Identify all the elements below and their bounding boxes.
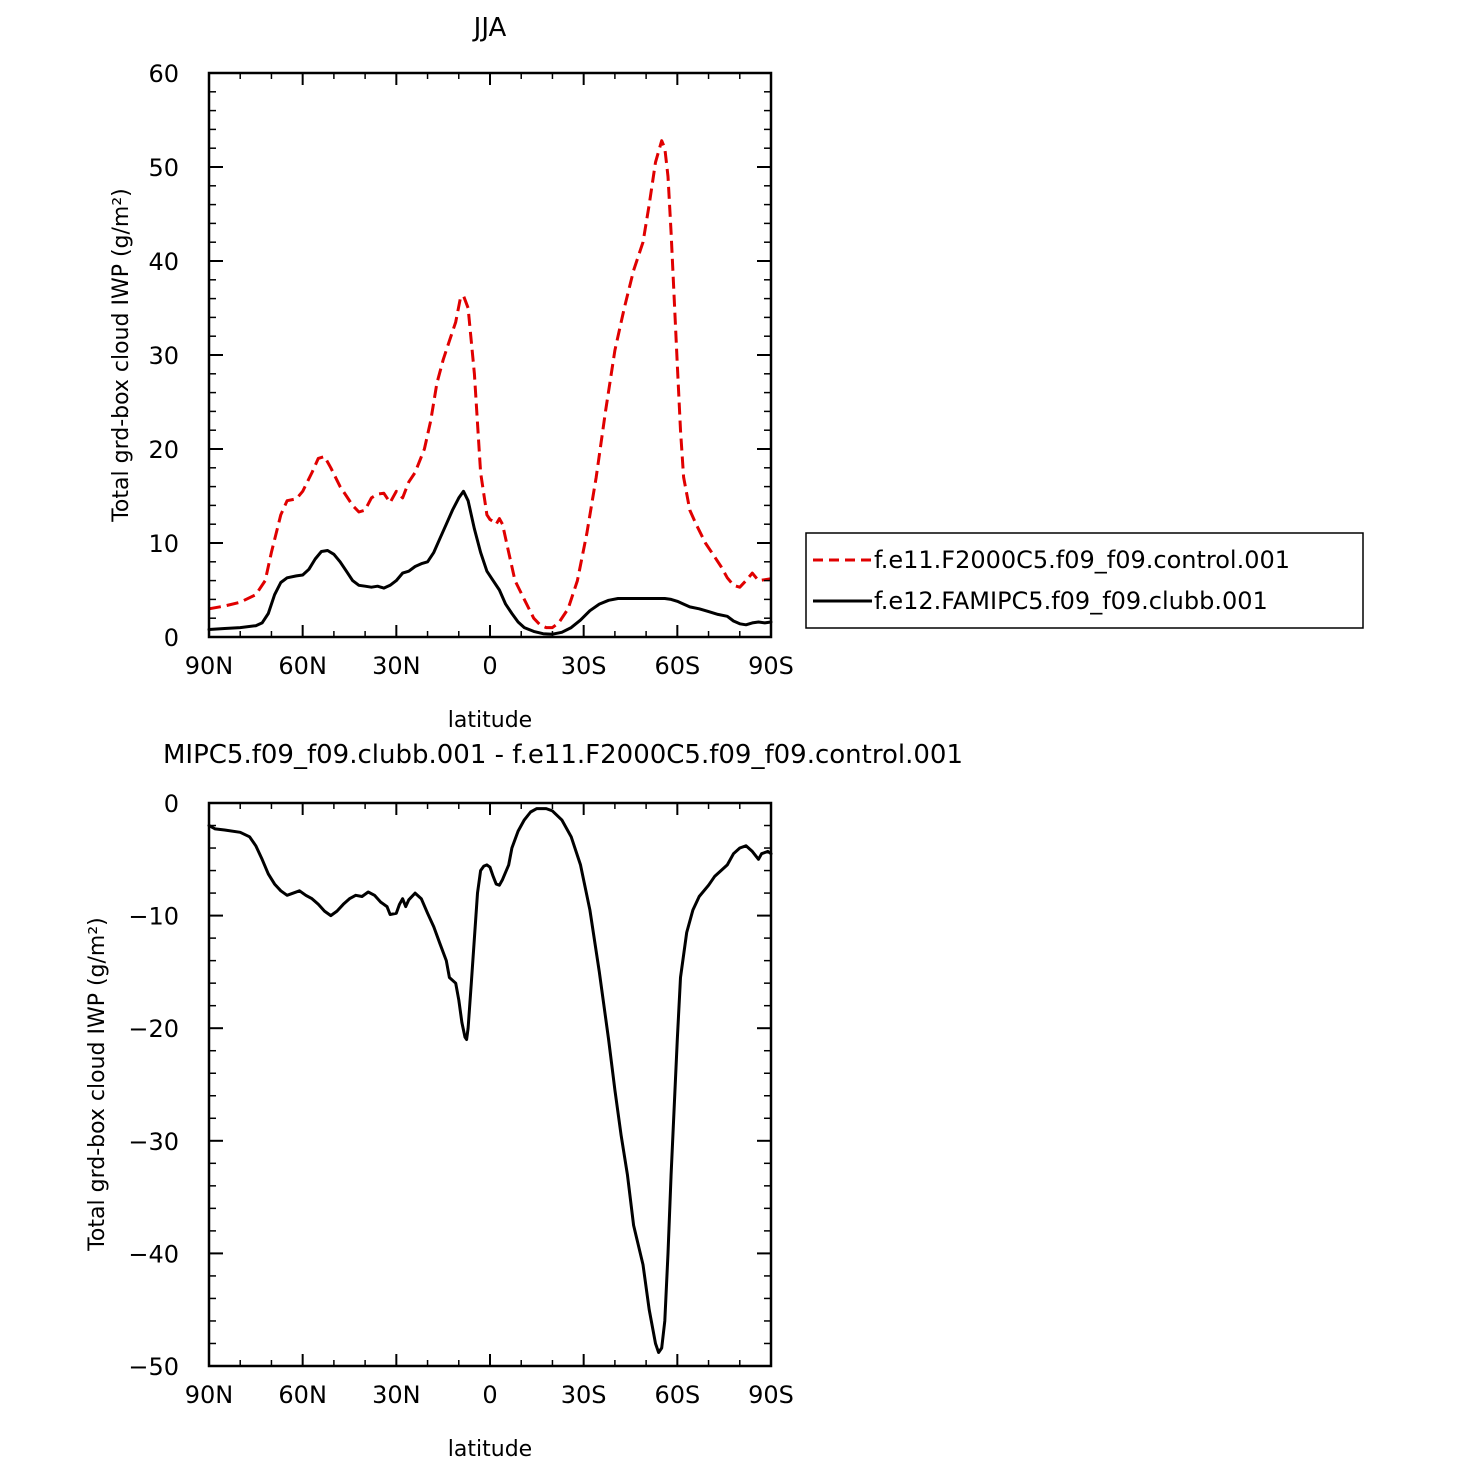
bottom-x-tick-label: 0 <box>482 1381 497 1409</box>
top-y-tick-label: 0 <box>164 624 179 652</box>
top-x-tick-label: 30N <box>372 652 421 680</box>
top-series-line-1 <box>207 489 773 636</box>
top-series-layer <box>207 139 773 636</box>
bottom-y-tick-label: −20 <box>128 1015 179 1043</box>
top-x-axis-title: latitude <box>448 708 532 733</box>
top-x-tick-label: 60S <box>654 652 700 680</box>
bottom-y-tick-label: −30 <box>128 1128 179 1156</box>
bottom-plot-frame <box>207 801 773 1368</box>
top-series-line-0 <box>208 139 772 630</box>
bottom-x-tick-label: 30N <box>372 1381 421 1409</box>
top-ticks-layer: 90N 60N 30N 0 30S 60S 90S 0 10 20 30 40 50 60 <box>148 60 793 680</box>
legend: f.e11.F2000C5.f09_f09.control.001 f.e12.… <box>805 532 1364 629</box>
bottom-y-tick-label: −50 <box>128 1353 179 1381</box>
bottom-panel: MIPC5.f09_f09.clubb.001 - f.e11.F2000C5.… <box>85 740 963 1462</box>
bottom-series-line-0 <box>207 807 773 1354</box>
top-y-tick-label: 60 <box>148 60 179 88</box>
top-y-tick-label: 20 <box>148 436 179 464</box>
top-x-tick-label: 0 <box>482 652 497 680</box>
bottom-x-axis-title: latitude <box>448 1437 532 1462</box>
top-y-axis-title: Total grd-box cloud IWP (g/m²) <box>109 188 134 523</box>
top-y-tick-label: 40 <box>148 248 179 276</box>
bottom-x-tick-label: 60S <box>654 1381 700 1409</box>
bottom-ticks-layer: 90N 60N 30N 0 30S 60S 90S 0 −10 −20 −30 −40 −50 <box>128 790 794 1409</box>
top-panel: JJA 90N 60N 30N 0 30S 60S 90S 0 10 20 30 40 50 60 Tot… <box>109 13 1364 733</box>
top-y-tick-label: 10 <box>148 530 179 558</box>
bottom-x-tick-label: 90N <box>185 1381 234 1409</box>
bottom-x-tick-label: 90S <box>748 1381 794 1409</box>
bottom-y-tick-label: 0 <box>164 790 179 818</box>
bottom-series-layer <box>207 807 773 1354</box>
bottom-y-tick-label: −10 <box>128 903 179 931</box>
top-x-tick-label: 30S <box>561 652 607 680</box>
top-y-tick-label: 30 <box>148 342 179 370</box>
bottom-x-tick-label: 60N <box>278 1381 327 1409</box>
legend-label-control: f.e11.F2000C5.f09_f09.control.001 <box>874 546 1290 574</box>
top-x-tick-label: 90S <box>748 652 794 680</box>
legend-box <box>805 532 1364 629</box>
bottom-y-axis-title: Total grd-box cloud IWP (g/m²) <box>85 917 110 1252</box>
top-chart-title: JJA <box>472 13 507 43</box>
top-x-tick-label: 60N <box>278 652 327 680</box>
top-plot-frame <box>207 71 773 639</box>
top-y-tick-label: 50 <box>148 154 179 182</box>
top-x-tick-label: 90N <box>185 652 234 680</box>
legend-label-clubb: f.e12.FAMIPC5.f09_f09.clubb.001 <box>874 587 1268 615</box>
bottom-y-tick-label: −40 <box>128 1240 179 1268</box>
bottom-chart-title: MIPC5.f09_f09.clubb.001 - f.e11.F2000C5.… <box>163 740 963 770</box>
bottom-x-tick-label: 30S <box>561 1381 607 1409</box>
